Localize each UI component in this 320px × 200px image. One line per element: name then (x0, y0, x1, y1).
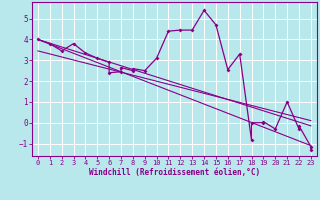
X-axis label: Windchill (Refroidissement éolien,°C): Windchill (Refroidissement éolien,°C) (89, 168, 260, 177)
